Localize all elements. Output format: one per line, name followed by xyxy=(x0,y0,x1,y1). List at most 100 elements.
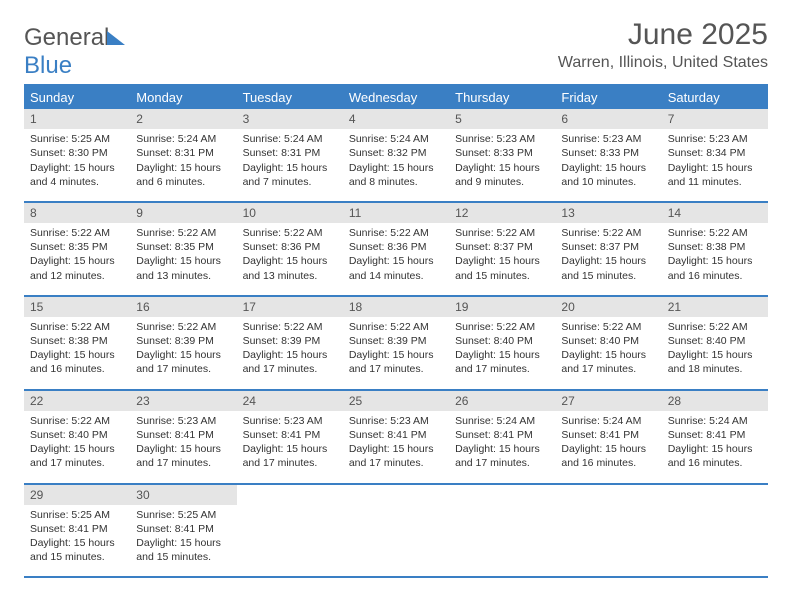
daylight-line: Daylight: 15 hours and 16 minutes. xyxy=(668,442,762,470)
sunset-line: Sunset: 8:32 PM xyxy=(349,146,443,160)
day-header: Sunday xyxy=(24,86,130,109)
brand-logo: General Blue xyxy=(24,24,125,80)
sunset-line: Sunset: 8:41 PM xyxy=(668,428,762,442)
sunrise-line: Sunrise: 5:22 AM xyxy=(136,320,230,334)
sunset-line: Sunset: 8:41 PM xyxy=(349,428,443,442)
daylight-line: Daylight: 15 hours and 17 minutes. xyxy=(243,348,337,376)
sunrise-line: Sunrise: 5:23 AM xyxy=(561,132,655,146)
header: General Blue June 2025 Warren, Illinois,… xyxy=(24,18,768,80)
day-cell: 1Sunrise: 5:25 AMSunset: 8:30 PMDaylight… xyxy=(24,109,130,201)
day-body: Sunrise: 5:24 AMSunset: 8:31 PMDaylight:… xyxy=(237,129,343,201)
week-row: 1Sunrise: 5:25 AMSunset: 8:30 PMDaylight… xyxy=(24,109,768,203)
sunrise-line: Sunrise: 5:22 AM xyxy=(30,414,124,428)
day-cell: 20Sunrise: 5:22 AMSunset: 8:40 PMDayligh… xyxy=(555,297,661,389)
day-body: Sunrise: 5:25 AMSunset: 8:41 PMDaylight:… xyxy=(24,505,130,577)
date-number: 28 xyxy=(662,391,768,411)
calendar: SundayMondayTuesdayWednesdayThursdayFrid… xyxy=(24,84,768,578)
sunset-line: Sunset: 8:39 PM xyxy=(136,334,230,348)
sunset-line: Sunset: 8:33 PM xyxy=(561,146,655,160)
date-number: 5 xyxy=(449,109,555,129)
daylight-line: Daylight: 15 hours and 15 minutes. xyxy=(30,536,124,564)
daylight-line: Daylight: 15 hours and 12 minutes. xyxy=(30,254,124,282)
day-cell: 6Sunrise: 5:23 AMSunset: 8:33 PMDaylight… xyxy=(555,109,661,201)
day-cell: 22Sunrise: 5:22 AMSunset: 8:40 PMDayligh… xyxy=(24,391,130,483)
sunset-line: Sunset: 8:35 PM xyxy=(30,240,124,254)
sunrise-line: Sunrise: 5:22 AM xyxy=(455,320,549,334)
day-header: Tuesday xyxy=(237,86,343,109)
sunrise-line: Sunrise: 5:25 AM xyxy=(136,508,230,522)
day-cell: 8Sunrise: 5:22 AMSunset: 8:35 PMDaylight… xyxy=(24,203,130,295)
date-number: 9 xyxy=(130,203,236,223)
sunrise-line: Sunrise: 5:22 AM xyxy=(561,226,655,240)
day-header: Monday xyxy=(130,86,236,109)
sunrise-line: Sunrise: 5:24 AM xyxy=(561,414,655,428)
date-number: 12 xyxy=(449,203,555,223)
sunrise-line: Sunrise: 5:24 AM xyxy=(668,414,762,428)
day-body: Sunrise: 5:22 AMSunset: 8:39 PMDaylight:… xyxy=(130,317,236,389)
day-cell: 14Sunrise: 5:22 AMSunset: 8:38 PMDayligh… xyxy=(662,203,768,295)
sunset-line: Sunset: 8:37 PM xyxy=(561,240,655,254)
daylight-line: Daylight: 15 hours and 16 minutes. xyxy=(30,348,124,376)
day-cell: 25Sunrise: 5:23 AMSunset: 8:41 PMDayligh… xyxy=(343,391,449,483)
date-number: 11 xyxy=(343,203,449,223)
date-number: 17 xyxy=(237,297,343,317)
sunrise-line: Sunrise: 5:25 AM xyxy=(30,508,124,522)
day-body: Sunrise: 5:22 AMSunset: 8:36 PMDaylight:… xyxy=(343,223,449,295)
sunrise-line: Sunrise: 5:22 AM xyxy=(668,226,762,240)
daylight-line: Daylight: 15 hours and 17 minutes. xyxy=(136,348,230,376)
day-body: Sunrise: 5:24 AMSunset: 8:41 PMDaylight:… xyxy=(662,411,768,483)
date-number: 27 xyxy=(555,391,661,411)
daylight-line: Daylight: 15 hours and 17 minutes. xyxy=(455,442,549,470)
day-cell: 12Sunrise: 5:22 AMSunset: 8:37 PMDayligh… xyxy=(449,203,555,295)
sunset-line: Sunset: 8:30 PM xyxy=(30,146,124,160)
date-number: 16 xyxy=(130,297,236,317)
daylight-line: Daylight: 15 hours and 17 minutes. xyxy=(30,442,124,470)
empty-cell xyxy=(343,485,449,577)
day-cell: 5Sunrise: 5:23 AMSunset: 8:33 PMDaylight… xyxy=(449,109,555,201)
brand-part2: Blue xyxy=(24,52,72,79)
sunrise-line: Sunrise: 5:22 AM xyxy=(136,226,230,240)
brand-triangle-icon xyxy=(107,31,125,45)
date-number: 7 xyxy=(662,109,768,129)
day-cell: 2Sunrise: 5:24 AMSunset: 8:31 PMDaylight… xyxy=(130,109,236,201)
day-cell: 19Sunrise: 5:22 AMSunset: 8:40 PMDayligh… xyxy=(449,297,555,389)
day-cell: 10Sunrise: 5:22 AMSunset: 8:36 PMDayligh… xyxy=(237,203,343,295)
sunset-line: Sunset: 8:41 PM xyxy=(561,428,655,442)
date-number: 25 xyxy=(343,391,449,411)
day-body: Sunrise: 5:22 AMSunset: 8:39 PMDaylight:… xyxy=(343,317,449,389)
date-number: 29 xyxy=(24,485,130,505)
sunrise-line: Sunrise: 5:22 AM xyxy=(30,226,124,240)
date-number: 13 xyxy=(555,203,661,223)
day-cell: 7Sunrise: 5:23 AMSunset: 8:34 PMDaylight… xyxy=(662,109,768,201)
date-number: 26 xyxy=(449,391,555,411)
sunrise-line: Sunrise: 5:22 AM xyxy=(455,226,549,240)
sunset-line: Sunset: 8:38 PM xyxy=(668,240,762,254)
sunrise-line: Sunrise: 5:22 AM xyxy=(243,320,337,334)
day-body: Sunrise: 5:22 AMSunset: 8:35 PMDaylight:… xyxy=(24,223,130,295)
sunrise-line: Sunrise: 5:23 AM xyxy=(243,414,337,428)
daylight-line: Daylight: 15 hours and 8 minutes. xyxy=(349,161,443,189)
day-cell: 13 Sunrise: 5:22 AMSunset: 8:37 PMDayligh… xyxy=(555,203,661,295)
brand-part1: General xyxy=(24,24,109,51)
sunrise-line: Sunrise: 5:24 AM xyxy=(349,132,443,146)
day-body: Sunrise: 5:25 AMSunset: 8:41 PMDaylight:… xyxy=(130,505,236,577)
date-number: 18 xyxy=(343,297,449,317)
month-title: June 2025 xyxy=(558,18,768,52)
title-block: June 2025 Warren, Illinois, United State… xyxy=(558,18,768,80)
date-number: 22 xyxy=(24,391,130,411)
day-cell: 3Sunrise: 5:24 AMSunset: 8:31 PMDaylight… xyxy=(237,109,343,201)
day-cell: 9Sunrise: 5:22 AMSunset: 8:35 PMDaylight… xyxy=(130,203,236,295)
date-number: 19 xyxy=(449,297,555,317)
daylight-line: Daylight: 15 hours and 6 minutes. xyxy=(136,161,230,189)
day-body: Sunrise: 5:22 AMSunset: 8:35 PMDaylight:… xyxy=(130,223,236,295)
daylight-line: Daylight: 15 hours and 17 minutes. xyxy=(349,348,443,376)
sunrise-line: Sunrise: 5:23 AM xyxy=(136,414,230,428)
sunset-line: Sunset: 8:34 PM xyxy=(668,146,762,160)
daylight-line: Daylight: 15 hours and 15 minutes. xyxy=(561,254,655,282)
date-number: 2 xyxy=(130,109,236,129)
daylight-line: Daylight: 15 hours and 9 minutes. xyxy=(455,161,549,189)
day-cell: 11Sunrise: 5:22 AMSunset: 8:36 PMDayligh… xyxy=(343,203,449,295)
sunrise-line: Sunrise: 5:22 AM xyxy=(561,320,655,334)
sunset-line: Sunset: 8:39 PM xyxy=(349,334,443,348)
daylight-line: Daylight: 15 hours and 18 minutes. xyxy=(668,348,762,376)
